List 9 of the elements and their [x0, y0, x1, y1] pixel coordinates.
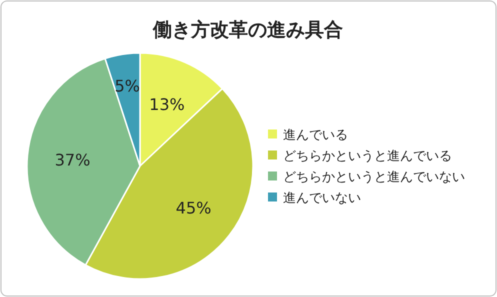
legend-label: 進んでいない — [283, 191, 361, 206]
legend-label: どちらかというと進んでいない — [283, 170, 465, 185]
data-label: 5% — [114, 76, 140, 96]
data-label: 13% — [149, 94, 185, 114]
data-label: 45% — [176, 198, 212, 218]
legend-label: どちらかというと進んでいる — [283, 149, 452, 164]
data-label: 37% — [54, 150, 90, 170]
legend-label: 進んでいる — [283, 128, 348, 143]
chart-title: 働き方改革の進み具合 — [152, 19, 343, 41]
